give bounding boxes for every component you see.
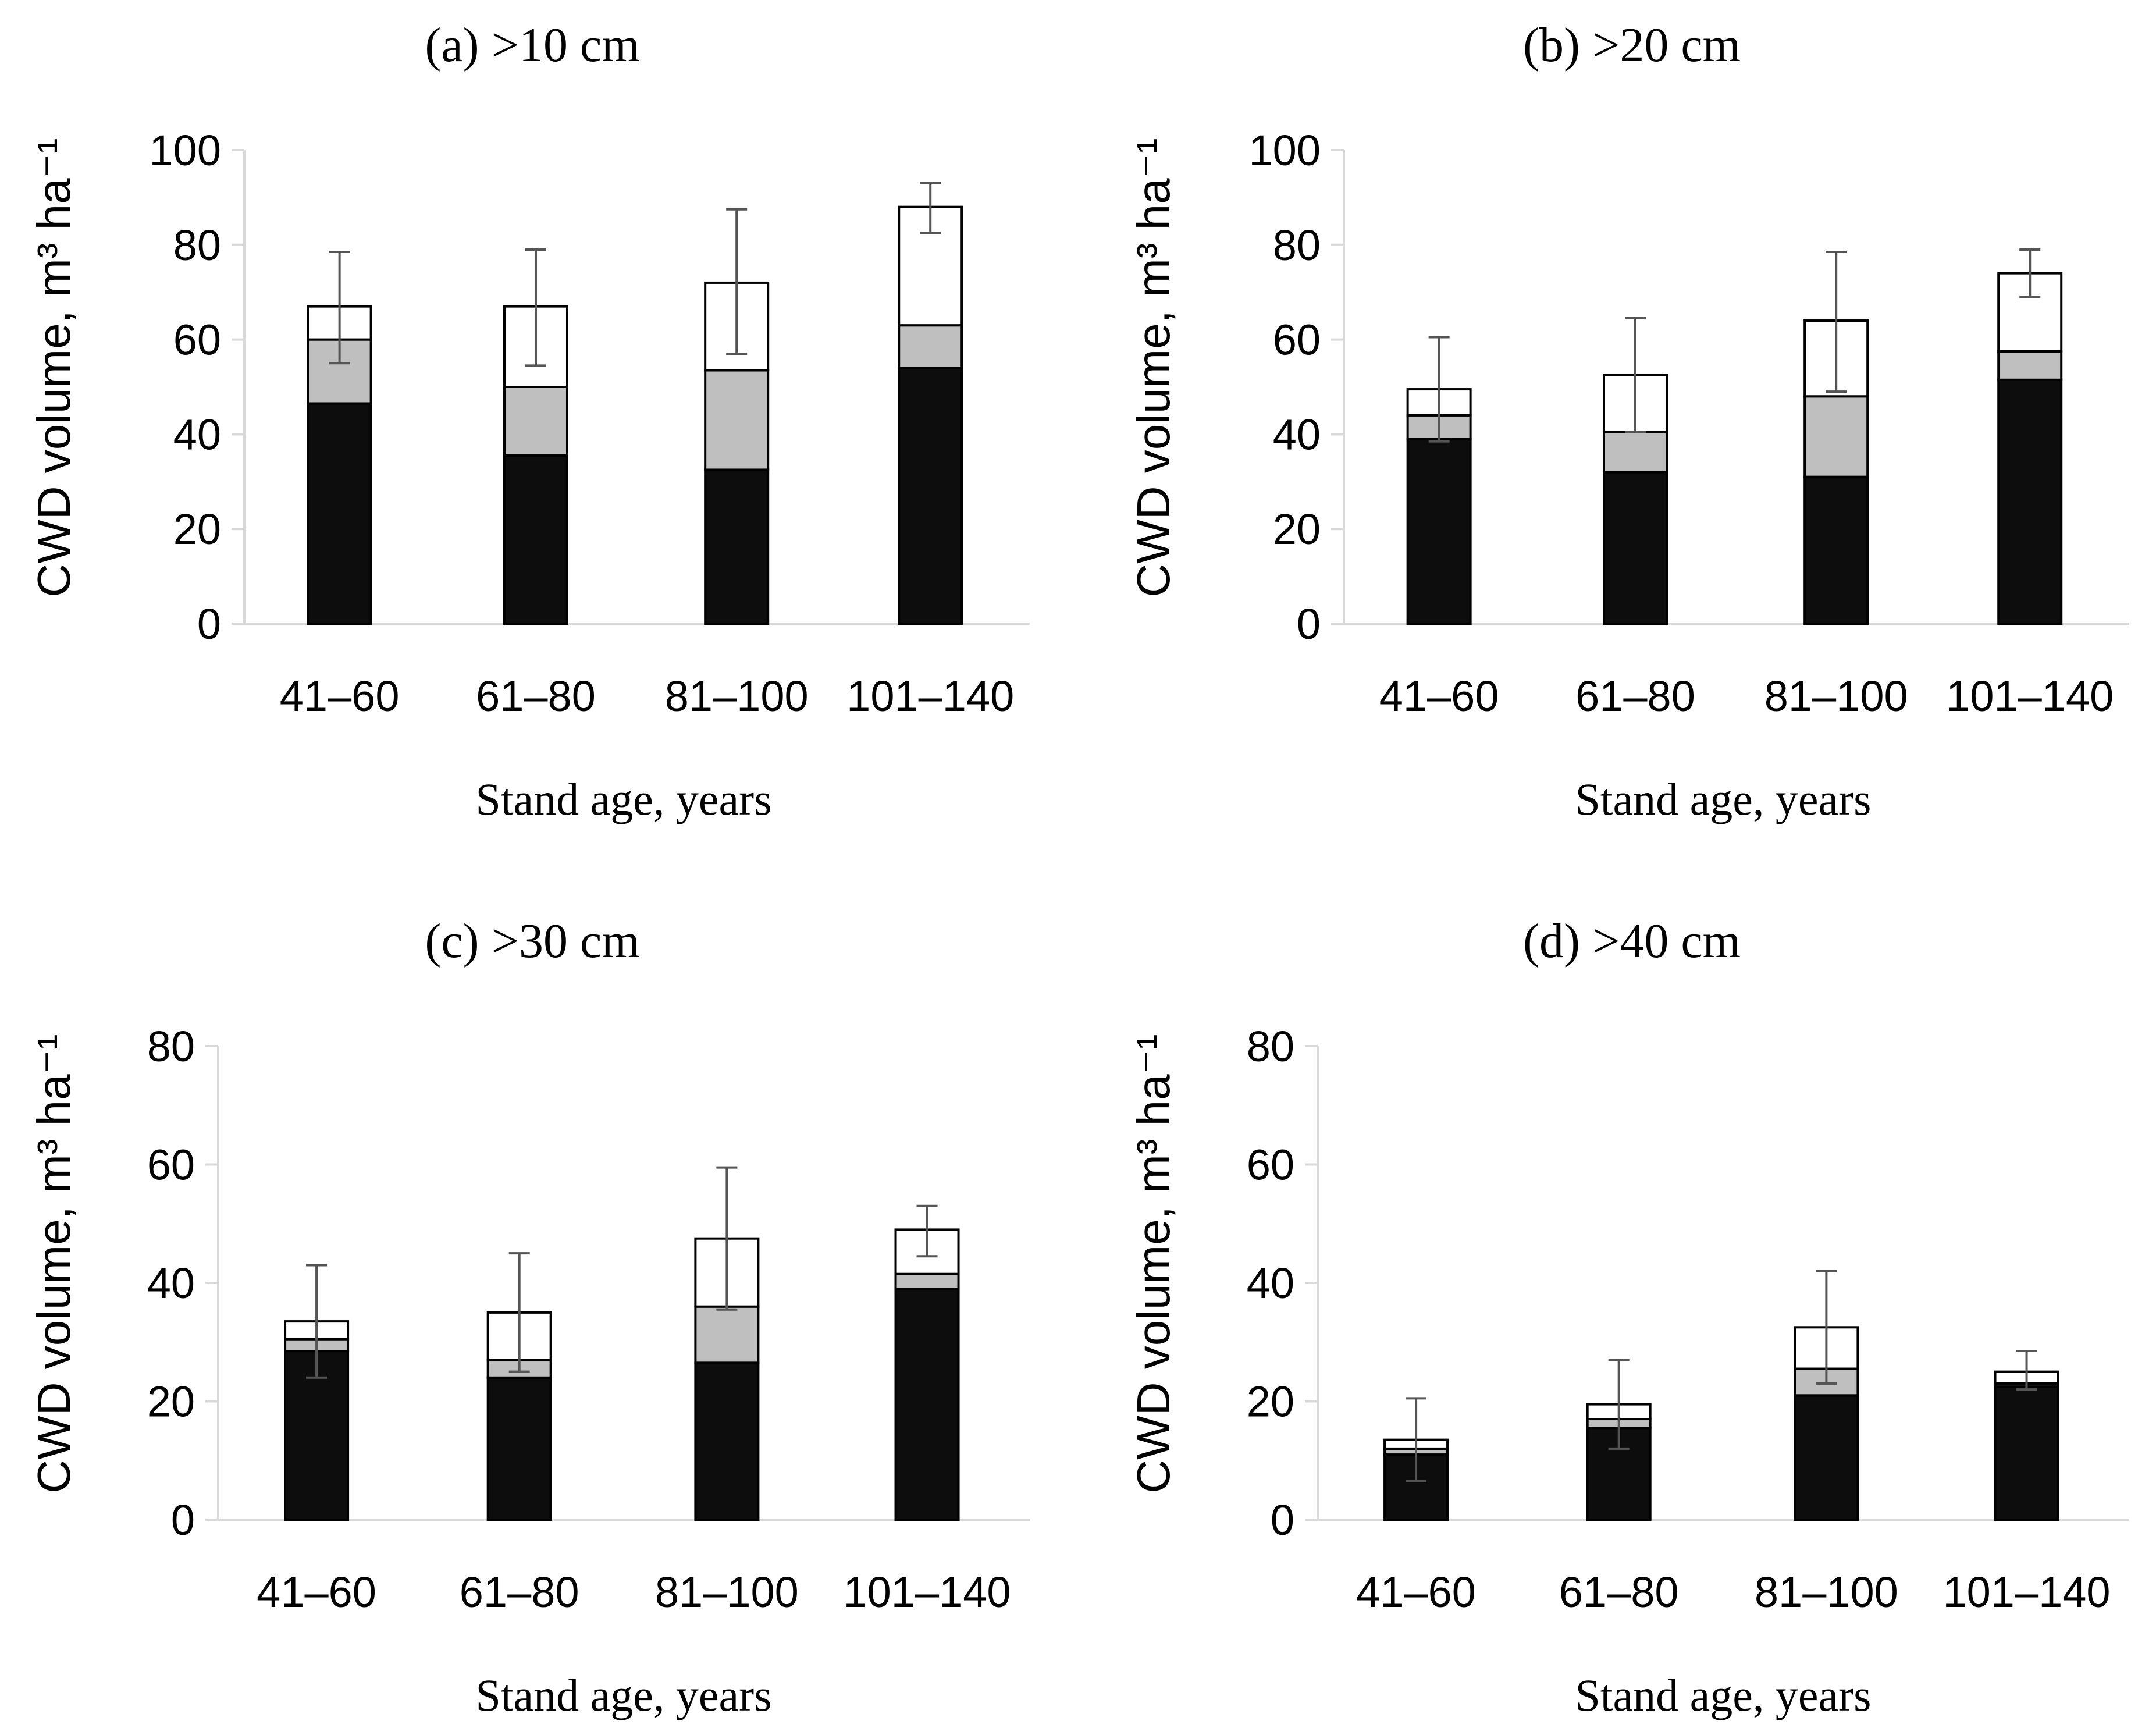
panel-b-bar-segment: [1803, 395, 1869, 478]
panel-a-ylabel: CWD volume, m³ ha⁻¹: [28, 138, 80, 598]
panel-b-bar-segment: [1997, 350, 2063, 381]
panel-c-bar-segment: [486, 1376, 552, 1521]
panel-b-category-label: 101–140: [1946, 672, 2114, 720]
panel-b-y-tick-label: 20: [1273, 505, 1321, 553]
panel-d-category-label: 41–60: [1356, 1568, 1476, 1616]
panel-d-y-tick-label: 60: [1247, 1141, 1294, 1189]
panel-a-bar-segment: [704, 468, 770, 625]
panel-a-bar-segment: [898, 367, 963, 625]
panel-d-title: (d) >40 cm: [1523, 914, 1741, 968]
panel-c: (c) >30 cm Stand age, years CWD volume, …: [28, 914, 1030, 1720]
panel-c-bar-segment: [894, 1272, 960, 1290]
panel-d-bar-segment: [1794, 1367, 1859, 1397]
panel-d-y-tick-label: 40: [1247, 1259, 1294, 1307]
panel-a-title: (a) >10 cm: [425, 18, 639, 72]
panel-a-category-label: 61–80: [476, 672, 596, 720]
panel-c-y-tick-label: 0: [171, 1496, 195, 1544]
panel-a-bar-segment: [898, 324, 963, 369]
panel-a-category-label: 101–140: [846, 672, 1014, 720]
panel-c-y-tick-label: 60: [147, 1141, 195, 1189]
panel-d: (d) >40 cm Stand age, years CWD volume, …: [1127, 914, 2129, 1720]
panel-b-category-label: 41–60: [1379, 672, 1499, 720]
panel-c-ylabel: CWD volume, m³ ha⁻¹: [28, 1034, 80, 1494]
panel-a-y-tick-label: 60: [173, 316, 221, 364]
panel-b-xlabel: Stand age, years: [1575, 774, 1872, 824]
panel-c-bar-segment: [694, 1361, 760, 1521]
panel-b-title: (b) >20 cm: [1523, 18, 1741, 72]
panel-b-category-label: 81–100: [1764, 672, 1908, 720]
panel-d-xlabel: Stand age, years: [1575, 1670, 1872, 1720]
panel-b-category-label: 61–80: [1575, 672, 1695, 720]
panel-b-bar-segment: [1602, 471, 1668, 625]
panel-a-xlabel: Stand age, years: [476, 774, 772, 824]
panel-a-bar-segment: [704, 369, 770, 471]
panel-c-category-label: 101–140: [843, 1568, 1011, 1616]
panel-d-y-tick-label: 80: [1247, 1022, 1294, 1071]
panel-c-category-label: 41–60: [257, 1568, 376, 1616]
panel-a-bar-segment: [307, 402, 372, 625]
panel-a-y-tick-label: 20: [173, 505, 221, 553]
panel-b-y-tick-label: 0: [1297, 600, 1321, 648]
panel-b-y-tick-label: 80: [1273, 221, 1321, 269]
panel-c-y-tick-label: 40: [147, 1259, 195, 1307]
panel-b-y-tick-label: 60: [1273, 316, 1321, 364]
panel-c-y-tick-label: 80: [147, 1022, 195, 1071]
panel-a-y-tick-label: 100: [150, 126, 221, 175]
panel-b-y-tick-label: 40: [1273, 410, 1321, 458]
panel-a-bar-segment: [503, 386, 568, 457]
panel-d-y-tick-label: 0: [1271, 1496, 1294, 1544]
panel-c-y-tick-label: 20: [147, 1378, 195, 1426]
panel-c-bar-segment: [894, 1288, 960, 1521]
panel-b-bar-segment: [1997, 378, 2063, 625]
panel-a-category-label: 81–100: [665, 672, 809, 720]
panel-c-bar-segment: [284, 1350, 350, 1521]
panel-b-bar-segment: [1803, 475, 1869, 625]
panel-d-category-label: 101–140: [1942, 1568, 2110, 1616]
panel-c-bar-segment: [694, 1305, 760, 1364]
panel-d-bar-segment: [1794, 1394, 1859, 1521]
panel-d-bar-segment: [1994, 1385, 2059, 1521]
panel-a-y-tick-label: 40: [173, 410, 221, 458]
panel-b-bar-segment: [1406, 438, 1472, 625]
panel-b-ylabel: CWD volume, m³ ha⁻¹: [1127, 138, 1179, 598]
panel-d-category-label: 61–80: [1559, 1568, 1679, 1616]
panel-a-category-label: 41–60: [280, 672, 400, 720]
panel-c-title: (c) >30 cm: [425, 914, 639, 968]
panel-b-y-tick-label: 100: [1249, 126, 1321, 175]
panel-a: (a) >10 cm Stand age, years CWD volume, …: [28, 18, 1030, 824]
panel-b-bar-segment: [1602, 431, 1668, 474]
panel-c-category-label: 81–100: [655, 1568, 799, 1616]
panel-d-y-tick-label: 20: [1247, 1378, 1294, 1426]
panel-a-bar-segment: [503, 454, 568, 625]
panel-a-y-tick-label: 0: [197, 600, 221, 648]
panel-d-ylabel: CWD volume, m³ ha⁻¹: [1127, 1034, 1179, 1494]
panel-b: (b) >20 cm Stand age, years CWD volume, …: [1127, 18, 2129, 824]
panel-c-xlabel: Stand age, years: [476, 1670, 772, 1720]
panel-d-category-label: 81–100: [1755, 1568, 1898, 1616]
panel-a-y-tick-label: 80: [173, 221, 221, 269]
panel-c-category-label: 61–80: [460, 1568, 579, 1616]
